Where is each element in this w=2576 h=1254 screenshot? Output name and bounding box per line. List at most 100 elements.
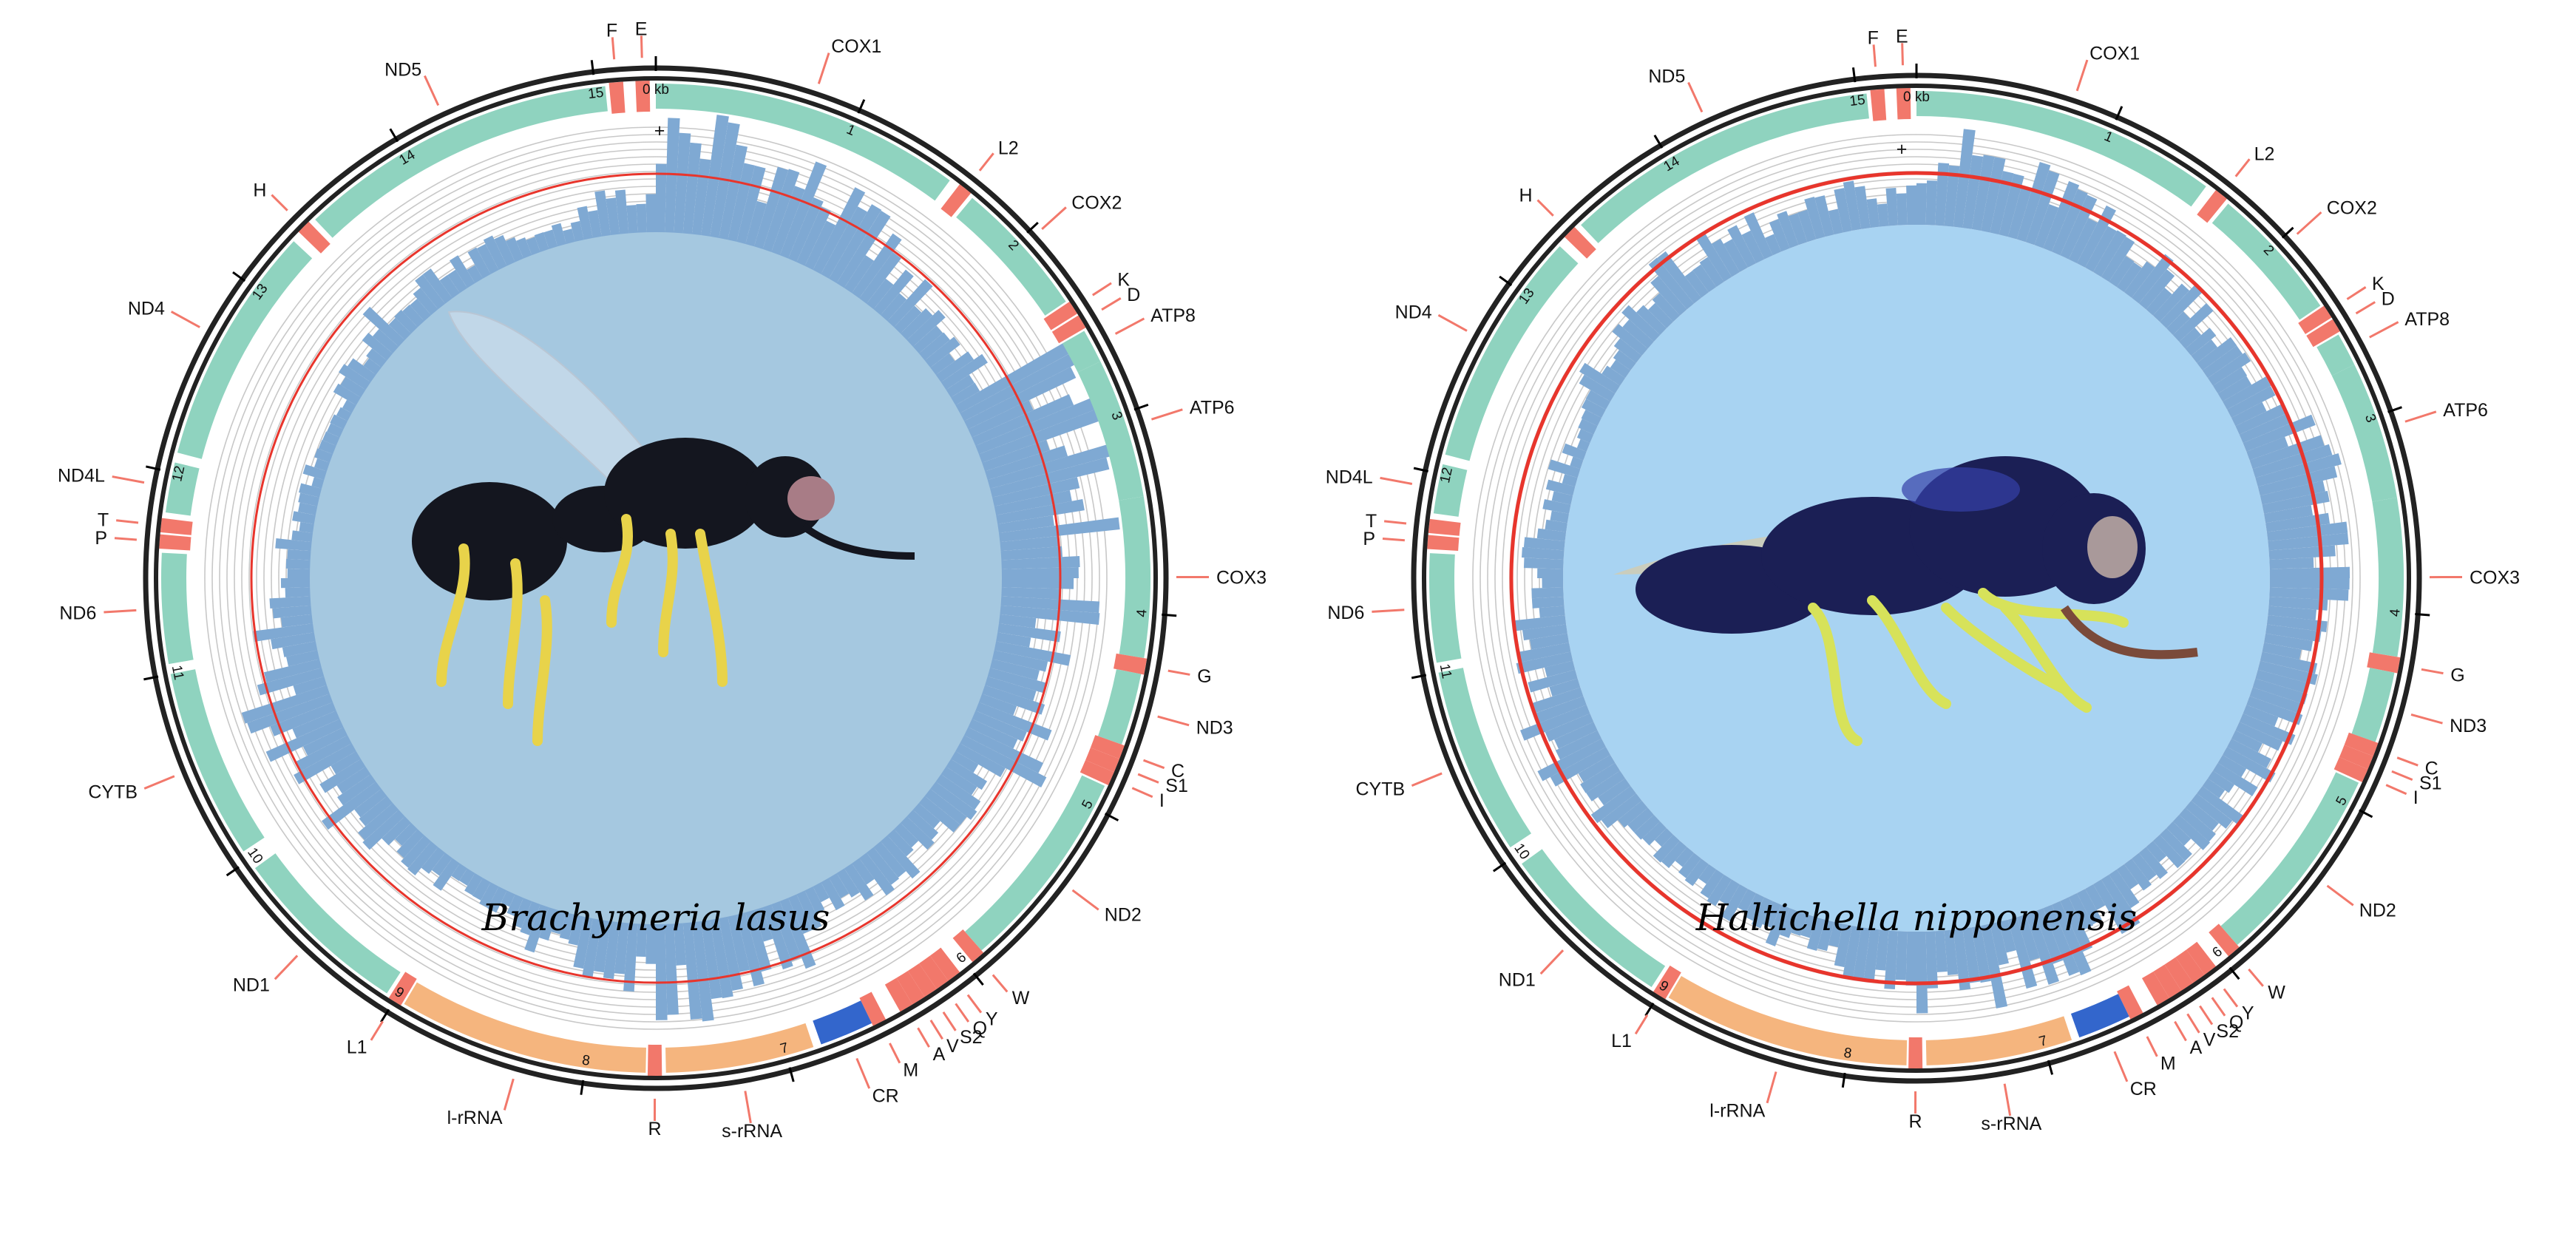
gc-skew-bar bbox=[551, 909, 566, 935]
leader-k bbox=[1092, 282, 1112, 296]
gc-skew-bar bbox=[1762, 901, 1782, 929]
gc-skew-bar bbox=[271, 632, 316, 650]
gc-skew-bar bbox=[526, 237, 540, 256]
gene-label-nd3: ND3 bbox=[1196, 717, 1233, 738]
gc-skew-bar bbox=[844, 255, 875, 294]
gc-skew-bar bbox=[573, 916, 593, 969]
gc-skew-bar bbox=[2217, 755, 2247, 778]
gene-label-v: V bbox=[2203, 1029, 2216, 1050]
gene-block-nd3 bbox=[2351, 667, 2395, 742]
gc-skew-bar bbox=[813, 187, 866, 274]
leader-p bbox=[114, 537, 138, 541]
gene-block-nd1 bbox=[1522, 849, 1666, 988]
gc-skew-bar bbox=[930, 782, 977, 820]
gc-skew-bar bbox=[1652, 293, 1681, 322]
gc-skew-bar bbox=[1916, 183, 1927, 226]
gc-skew-bar bbox=[2179, 328, 2202, 349]
gc-skew-bar bbox=[2025, 911, 2059, 985]
kb-tick bbox=[1162, 613, 1177, 617]
gc-skew-bar bbox=[2227, 739, 2271, 769]
kb-tick bbox=[2047, 1060, 2054, 1075]
kb-tick bbox=[146, 465, 161, 471]
gc-skew-bar bbox=[951, 382, 980, 405]
leader-l2 bbox=[978, 152, 994, 172]
gene-label-q: Q bbox=[973, 1018, 987, 1039]
gc-skew-bar bbox=[1661, 841, 1687, 869]
gene-label-nd4: ND4 bbox=[128, 299, 165, 319]
gene-label-k: K bbox=[1117, 269, 1130, 290]
gc-skew-bar bbox=[2257, 466, 2338, 496]
gc-skew-bar bbox=[946, 759, 988, 790]
gene-label-r: R bbox=[648, 1119, 661, 1139]
gc-skew-bar bbox=[1999, 173, 2024, 237]
gc-skew-bar bbox=[1618, 800, 1648, 828]
gc-skew-bar bbox=[577, 206, 593, 240]
gc-skew-bar bbox=[924, 788, 967, 825]
leader-i bbox=[1131, 787, 1153, 799]
gc-skew-bar bbox=[2185, 800, 2219, 831]
gene-block-nd5 bbox=[1581, 93, 1869, 243]
red-ring-circle bbox=[250, 172, 1062, 984]
gene-label-t: T bbox=[98, 510, 109, 531]
strand-plus-label: + bbox=[654, 121, 665, 141]
gc-skew-bar bbox=[796, 890, 822, 931]
insect-leg bbox=[1867, 595, 1951, 709]
kb-tick bbox=[857, 99, 866, 114]
gc-skew-bar bbox=[327, 423, 344, 438]
gc-skew-bar bbox=[982, 440, 1050, 472]
gc-skew-bar bbox=[588, 210, 602, 238]
gc-skew-bar bbox=[2109, 869, 2140, 909]
gc-skew-bar bbox=[1539, 606, 1565, 618]
gc-skew-bar bbox=[951, 751, 979, 773]
gene-label-f: F bbox=[606, 20, 617, 41]
gc-skew-bar bbox=[701, 920, 722, 1000]
gc-skew-bar bbox=[859, 853, 895, 896]
gene-block-w bbox=[2209, 923, 2240, 957]
gc-skew-bar bbox=[2263, 505, 2314, 523]
gc-skew-bar bbox=[719, 916, 743, 991]
gene-label-v: V bbox=[946, 1036, 959, 1057]
gc-skew-bar bbox=[1523, 537, 1565, 551]
gc-skew-bar bbox=[821, 878, 845, 911]
gc-skew-bar bbox=[821, 206, 868, 279]
gc-skew-bar bbox=[2202, 345, 2243, 379]
gene-label-e: E bbox=[635, 18, 648, 39]
gc-skew-bar bbox=[829, 873, 850, 898]
gc-skew-bar bbox=[1001, 587, 1060, 600]
gc-skew-bar bbox=[265, 719, 344, 762]
gc-skew-bar bbox=[2116, 262, 2142, 293]
leader-k bbox=[2346, 286, 2367, 300]
gc-skew-bar bbox=[2138, 847, 2169, 879]
leader-l2 bbox=[2234, 158, 2251, 177]
gc-skew-bar bbox=[829, 204, 882, 283]
gc-skew-bar bbox=[291, 530, 313, 543]
gene-block-nd6 bbox=[161, 552, 194, 665]
leader-nd3 bbox=[1157, 715, 1190, 727]
gc-skew-bar bbox=[2249, 687, 2302, 714]
gc-skew-bar bbox=[1817, 919, 1834, 952]
leader-m bbox=[2146, 1036, 2158, 1057]
gc-skew-bar bbox=[2197, 785, 2243, 824]
gc-skew-bar bbox=[796, 206, 831, 266]
gc-skew-bar bbox=[968, 400, 1034, 438]
gc-skew-bar bbox=[1743, 212, 1773, 260]
gc-skew-bar bbox=[501, 890, 515, 907]
kb-tick bbox=[2115, 106, 2123, 121]
gene-block-h bbox=[298, 221, 331, 254]
gc-skew-bar bbox=[366, 348, 387, 368]
gc-skew-bar bbox=[900, 816, 935, 850]
insect-photo bbox=[1563, 225, 2270, 932]
gc-skew-bar bbox=[762, 904, 793, 970]
gene-label-k: K bbox=[2372, 274, 2385, 294]
gene-block-t bbox=[1428, 518, 1461, 536]
gc-skew-bar bbox=[1953, 928, 1971, 991]
gc-skew-bar bbox=[982, 685, 1045, 715]
insect-eye bbox=[2087, 516, 2138, 578]
gene-block-nd3 bbox=[1097, 668, 1142, 745]
gc-skew-bar bbox=[319, 759, 366, 793]
leader-p bbox=[1382, 538, 1406, 542]
gc-skew-bar bbox=[269, 596, 311, 609]
gc-skew-bar bbox=[873, 269, 914, 316]
gene-block-t bbox=[160, 518, 193, 535]
leader-e bbox=[1901, 43, 1904, 66]
